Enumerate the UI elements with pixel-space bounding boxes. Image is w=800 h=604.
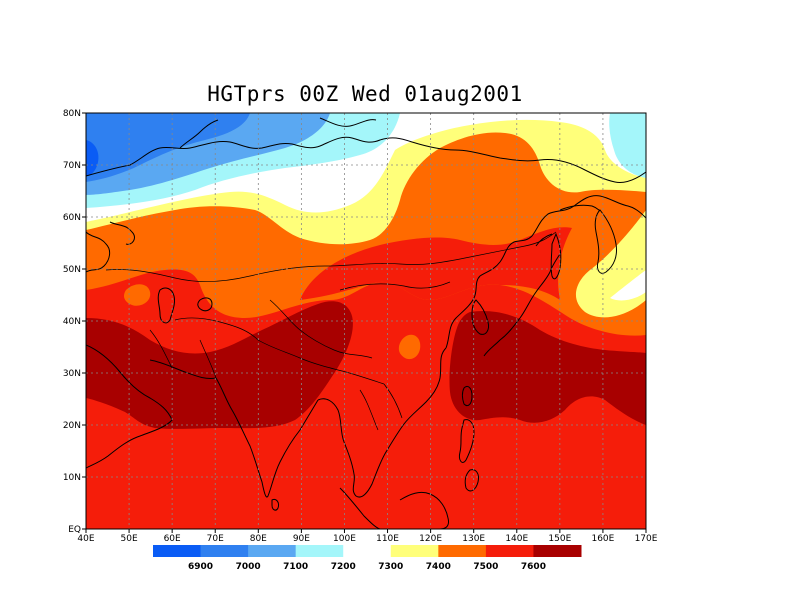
- border-china-west: [269, 299, 373, 359]
- band-max-east: [449, 310, 646, 425]
- coast-taymyr: [319, 117, 377, 127]
- coast-india: [215, 377, 319, 498]
- coast-novaya-zemlya: [179, 119, 219, 149]
- border-indochina: [359, 383, 403, 431]
- border-russia-south: [105, 231, 557, 282]
- latitude-labels: 80N 70N 60N 50N 40N 30N 20N 10N EQ: [63, 109, 86, 535]
- band-7500-blob: [398, 334, 421, 360]
- lon-label: 150E: [548, 534, 571, 544]
- lon-label: 60E: [164, 534, 181, 544]
- colorbar-label: 7600: [521, 562, 546, 572]
- lat-label: 70N: [63, 161, 81, 171]
- colorbar-label: 7400: [426, 562, 451, 572]
- coast-china: [445, 195, 646, 349]
- band-max-west: [86, 301, 353, 429]
- map-title: HGTprs 00Z Wed 01aug2001: [207, 82, 523, 106]
- colorbar: 6900 7000 7100 7200 7300 7400 7500 7600: [153, 545, 582, 572]
- coast-seasia: [317, 347, 447, 498]
- filled-contours: [86, 113, 646, 529]
- colorbar-swatch: [200, 545, 249, 557]
- colorbar-swatch: [153, 545, 202, 557]
- lat-label: 20N: [63, 421, 81, 431]
- lat-label: 60N: [63, 213, 81, 223]
- colorbar-swatch: [485, 545, 534, 557]
- colorbar-label: 7500: [473, 562, 498, 572]
- lon-label: 160E: [591, 534, 614, 544]
- colorbar-swatch: [533, 545, 582, 557]
- coast-sakhalin: [550, 232, 562, 280]
- lat-label: 10N: [63, 473, 81, 483]
- coast-srilanka: [271, 499, 279, 511]
- band-7500-blob: [124, 284, 151, 306]
- longitude-labels: 40E 50E 60E 70E 80E 90E 100E 110E 120E 130E 140E 15…: [77, 529, 658, 544]
- colorbar-label: 7300: [378, 562, 403, 572]
- coast-caspian: [157, 287, 175, 324]
- coast-philippines: [459, 419, 479, 492]
- coast-sumatra: [339, 487, 381, 529]
- lon-label: 70E: [207, 534, 224, 544]
- lat-label: 40N: [63, 317, 81, 327]
- lon-label: 140E: [505, 534, 528, 544]
- coast-taiwan: [462, 385, 473, 407]
- band-7600-region: [300, 227, 572, 300]
- lat-label: 50N: [63, 265, 81, 275]
- lon-label: 50E: [121, 534, 138, 544]
- lat-label: EQ: [68, 525, 81, 535]
- coast-persian-gulf: [149, 359, 217, 379]
- colorbar-label: 6900: [188, 562, 213, 572]
- coast-kamchatka: [594, 209, 617, 274]
- colorbar-label: 7200: [331, 562, 356, 572]
- band-6900: [86, 140, 99, 176]
- lon-label: 120E: [419, 534, 442, 544]
- band-7200-ne: [609, 113, 646, 178]
- colorbar-swatch: [390, 545, 439, 557]
- lat-label: 80N: [63, 109, 81, 119]
- coast-arctic: [86, 136, 646, 183]
- colorbar-swatch: [438, 545, 487, 557]
- lon-label: 90E: [293, 534, 310, 544]
- coastlines: [86, 117, 646, 529]
- colorbar-swatch: [343, 545, 392, 557]
- lon-label: 40E: [77, 534, 94, 544]
- band-7300-hook: [610, 270, 646, 301]
- coast-aral: [197, 297, 213, 312]
- coast-japan: [483, 233, 561, 357]
- colorbar-label: 7000: [236, 562, 261, 572]
- colorbar-swatch: [295, 545, 344, 557]
- coast-borneo: [399, 491, 449, 529]
- lat-label: 30N: [63, 369, 81, 379]
- border-himalaya: [257, 339, 385, 385]
- lon-label: 170E: [635, 534, 658, 544]
- country-borders: [105, 231, 557, 431]
- graticule: [86, 113, 646, 529]
- border-central-asia: [174, 317, 259, 341]
- lon-label: 110E: [376, 534, 399, 544]
- coast-europe: [86, 221, 135, 273]
- lon-label: 100E: [333, 534, 356, 544]
- colorbar-swatch: [248, 545, 297, 557]
- lon-label: 130E: [462, 534, 485, 544]
- coast-okhotsk: [559, 204, 601, 211]
- border-mongolia: [339, 281, 451, 291]
- coast-korea: [471, 299, 489, 335]
- lon-label: 80E: [250, 534, 267, 544]
- colorbar-label: 7100: [283, 562, 308, 572]
